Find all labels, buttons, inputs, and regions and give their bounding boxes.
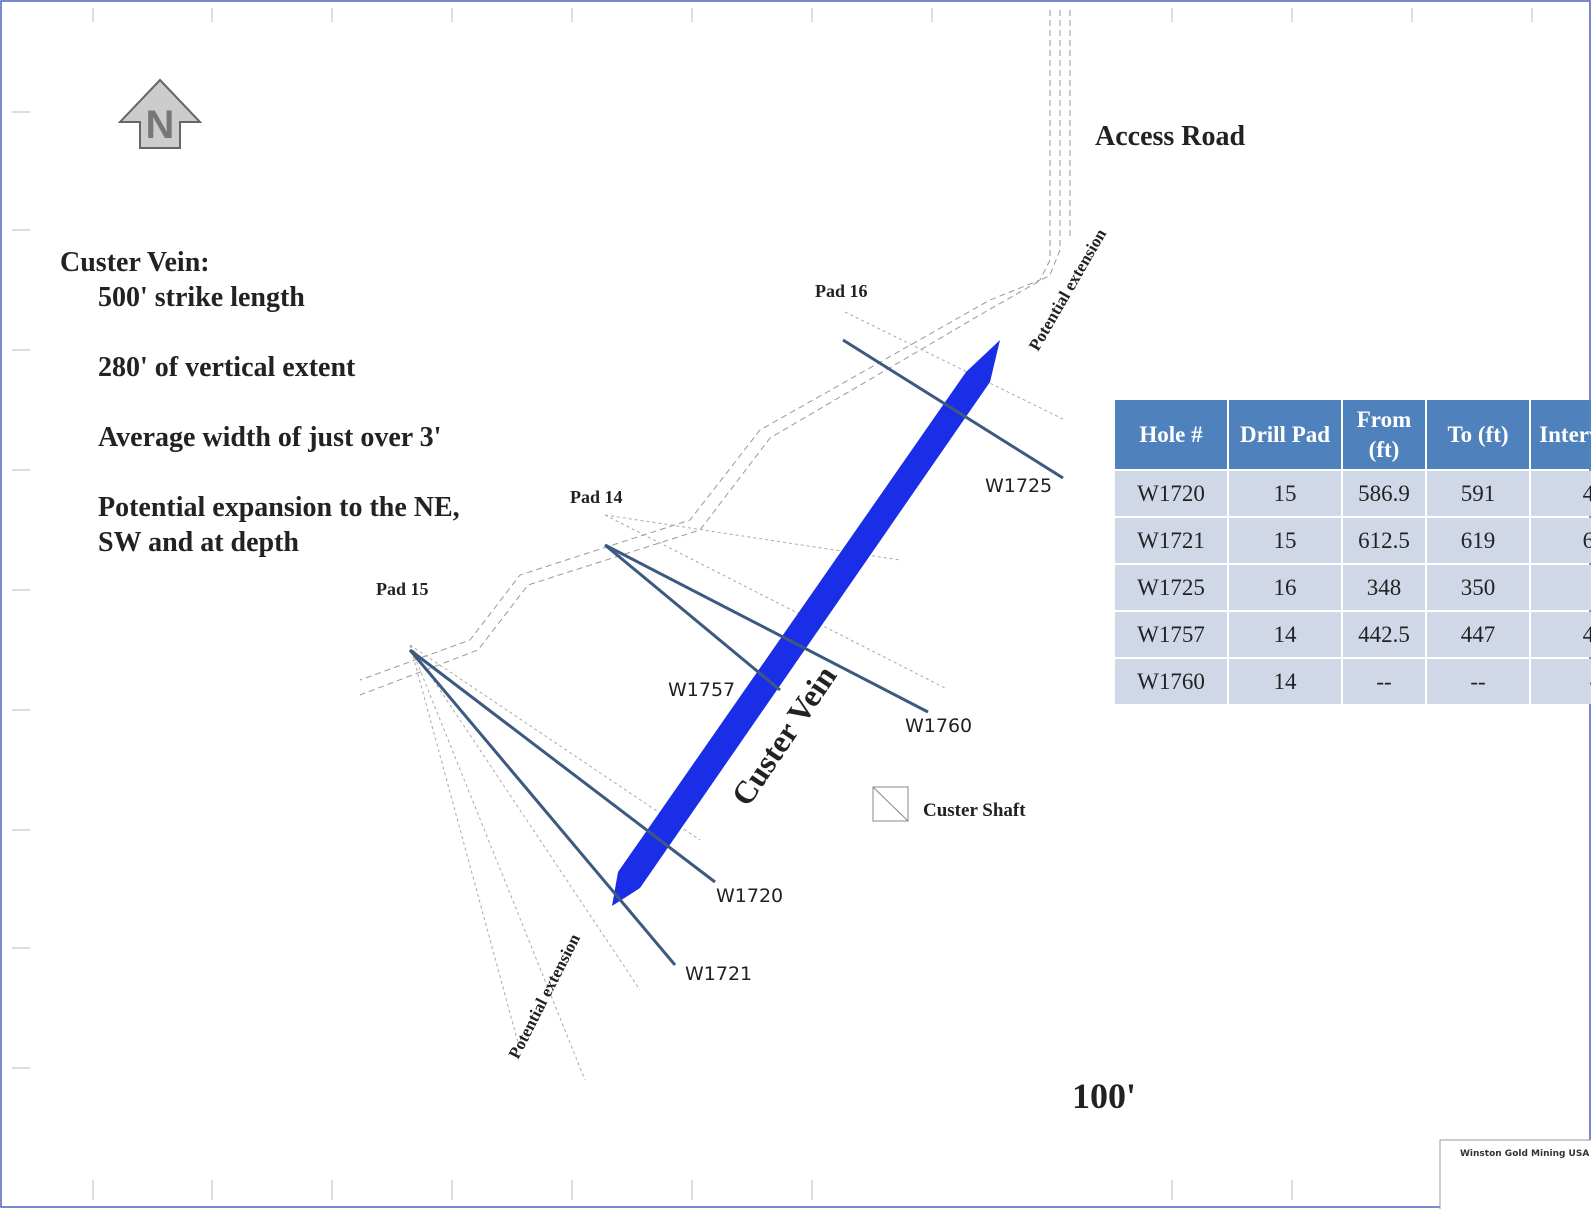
table-cell: W1757: [1115, 612, 1227, 657]
scale-label: 100': [1072, 1076, 1136, 1116]
table-cell: 2: [1531, 565, 1591, 610]
hole-label: W1725: [985, 475, 1052, 497]
extension-label: Potential extension: [1025, 225, 1110, 354]
table-cell: W1760: [1115, 659, 1227, 704]
table-cell: 591: [1427, 471, 1529, 516]
table-row: W1725163483502: [1115, 565, 1591, 610]
notes: Custer Vein: 500' strike length 280' of …: [60, 245, 460, 560]
pad-label: Pad 14: [570, 487, 623, 507]
table-cell: 619: [1427, 518, 1529, 563]
table-header: Interval (ft): [1531, 400, 1591, 469]
north-label: N: [146, 103, 175, 147]
hole-label: W1721: [685, 963, 752, 985]
table-cell: 350: [1427, 565, 1529, 610]
pad-label: Pad 16: [815, 281, 868, 301]
table-cell: 4.1: [1531, 471, 1591, 516]
table-header: Drill Pad: [1229, 400, 1341, 469]
table-header: From (ft): [1343, 400, 1425, 469]
drill-hole-line: [604, 543, 781, 692]
access-road-label: Access Road: [1095, 121, 1246, 152]
notes-title: Custer Vein:: [60, 247, 210, 278]
drill-hole-line: [409, 648, 716, 884]
table-cell: W1720: [1115, 471, 1227, 516]
grid-ticks: [12, 8, 1533, 1200]
table-cell: 15: [1229, 518, 1341, 563]
table-cell: --: [1531, 659, 1591, 704]
table-cell: 14: [1229, 659, 1341, 704]
hole-label: W1760: [905, 715, 972, 737]
custer-vein: [612, 340, 1000, 906]
extension-label: Potential extension: [505, 930, 585, 1062]
table-cell: --: [1427, 659, 1529, 704]
access-road-lines: [359, 10, 1071, 696]
title-block-text: Winston Gold Mining USA: [1460, 1149, 1589, 1159]
table-cell: 16: [1229, 565, 1341, 610]
north-arrow: N: [117, 78, 203, 149]
table-cell: 442.5: [1343, 612, 1425, 657]
note-item: Potential expansion to the NE,: [98, 492, 460, 523]
note-item: SW and at depth: [98, 527, 300, 558]
table-cell: 348: [1343, 565, 1425, 610]
note-item: 280' of vertical extent: [98, 352, 356, 383]
table-cell: W1721: [1115, 518, 1227, 563]
drill-hole-line: [408, 649, 677, 966]
table-header: Hole #: [1115, 400, 1227, 469]
table-cell: W1725: [1115, 565, 1227, 610]
note-item: Average width of just over 3': [98, 422, 442, 453]
drill-hole-line: [842, 338, 1064, 480]
table-cell: 612.5: [1343, 518, 1425, 563]
title-block: [1439, 1139, 1591, 1209]
note-item: 500' strike length: [98, 282, 305, 313]
table-cell: 586.9: [1343, 471, 1425, 516]
shaft-symbol: [872, 786, 909, 822]
table-cell: 15: [1229, 471, 1341, 516]
hole-label: W1720: [716, 885, 783, 907]
shaft-label: Custer Shaft: [923, 800, 1026, 821]
drill-holes: [408, 338, 1064, 966]
hole-label: W1757: [668, 679, 735, 701]
table-cell: 14: [1229, 612, 1341, 657]
drill-hole-line: [604, 543, 929, 714]
pad-label: Pad 15: [376, 579, 429, 599]
table-cell: 6.5: [1531, 518, 1591, 563]
table-cell: 4.5: [1531, 612, 1591, 657]
table-cell: --: [1343, 659, 1425, 704]
table-header: To (ft): [1427, 400, 1529, 469]
table-cell: 447: [1427, 612, 1529, 657]
